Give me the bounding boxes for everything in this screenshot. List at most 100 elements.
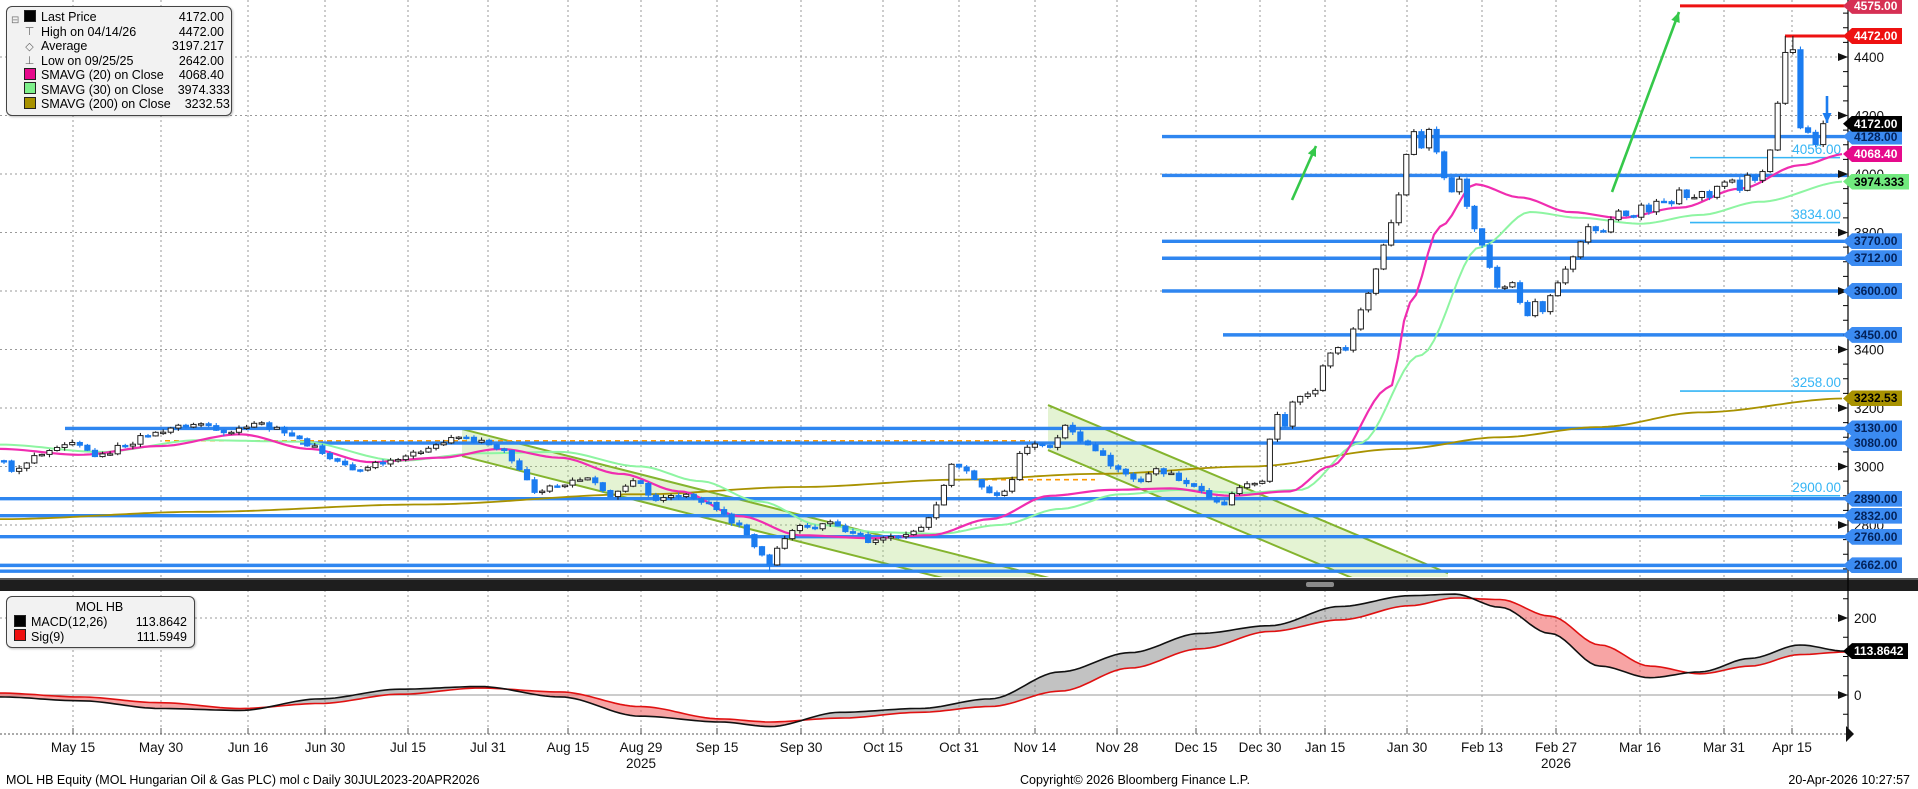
smavg20-swatch-icon bbox=[22, 67, 37, 83]
smavg20-label: SMAVG (20) on Close bbox=[41, 68, 164, 83]
legend-row-smavg20: SMAVG (20) on Close 4068.40 bbox=[12, 67, 224, 83]
macd-swatch-icon bbox=[12, 614, 27, 630]
green-up-arrow-2-head bbox=[1671, 12, 1680, 23]
price-legend-panel[interactable]: ⊟ Last Price 4172.00 ⊤ High on 04/14/26 … bbox=[6, 6, 232, 116]
year-label: 2026 bbox=[1541, 756, 1571, 771]
candlesticks bbox=[0, 35, 1827, 572]
green-up-arrow-1-head bbox=[1307, 146, 1317, 157]
price-badge[interactable]: 4128.00 bbox=[1843, 128, 1903, 145]
low-marker-icon: ⊥ bbox=[24, 55, 35, 68]
date-label: May 15 bbox=[51, 740, 95, 755]
smavg200-swatch-icon bbox=[22, 96, 37, 112]
macd-signal-line bbox=[0, 597, 1846, 723]
date-label: Jan 15 bbox=[1305, 740, 1346, 755]
last-price-badge[interactable]: 4172.00 bbox=[1843, 115, 1903, 132]
price-badge[interactable]: 4068.40 bbox=[1843, 145, 1903, 162]
date-label: Nov 28 bbox=[1096, 740, 1139, 755]
price-badge[interactable]: 4472.00 bbox=[1843, 27, 1903, 44]
last-price-label: Last Price bbox=[41, 10, 97, 25]
price-badge[interactable]: 3712.00 bbox=[1843, 250, 1903, 267]
svg-text:200: 200 bbox=[1854, 611, 1877, 626]
legend-row-low: ⊥ Low on 09/25/25 2642.00 bbox=[12, 54, 224, 69]
date-label: Jul 31 bbox=[470, 740, 506, 755]
cyan-level-label: 3258.00 bbox=[1792, 375, 1841, 391]
date-label: Feb 27 bbox=[1535, 740, 1577, 755]
date-label: Jun 16 bbox=[228, 740, 269, 755]
date-label: May 30 bbox=[139, 740, 183, 755]
price-badge[interactable]: 3770.00 bbox=[1843, 233, 1903, 250]
smavg200-label: SMAVG (200) on Close bbox=[41, 97, 171, 112]
low-value: 2642.00 bbox=[178, 53, 224, 68]
gridlines bbox=[0, 0, 1848, 733]
price-badge[interactable]: 3974.333 bbox=[1843, 173, 1910, 190]
svg-text:3400: 3400 bbox=[1854, 343, 1884, 358]
signal-value: 111.5949 bbox=[136, 629, 187, 644]
price-badge[interactable]: 2832.00 bbox=[1843, 507, 1903, 524]
price-badge[interactable]: 2662.00 bbox=[1843, 557, 1903, 574]
signal-label: Sig(9) bbox=[31, 629, 65, 644]
date-label: Apr 15 bbox=[1772, 740, 1812, 755]
date-label: Jan 30 bbox=[1387, 740, 1428, 755]
date-label: Nov 14 bbox=[1014, 740, 1057, 755]
high-value: 4472.00 bbox=[178, 24, 224, 39]
legend-row-average: ◇ Average 3197.217 bbox=[12, 39, 224, 54]
cyan-level-label: 3834.00 bbox=[1792, 206, 1841, 222]
legend-row-high: ⊤ High on 04/14/26 4472.00 bbox=[12, 25, 224, 40]
legend-row-last-price: Last Price 4172.00 bbox=[12, 9, 224, 25]
panel-separator[interactable] bbox=[0, 578, 1918, 591]
smavg30-swatch-icon bbox=[22, 82, 37, 97]
date-label: Oct 31 bbox=[939, 740, 979, 755]
price-panel bbox=[0, 4, 1847, 577]
average-label: Average bbox=[41, 39, 88, 54]
price-badge[interactable]: 2890.00 bbox=[1843, 490, 1903, 507]
blue-down-arrow-head bbox=[1822, 112, 1832, 123]
green-up-arrow-2 bbox=[1610, 11, 1681, 193]
svg-text:0: 0 bbox=[1854, 688, 1862, 703]
separator-grip-icon[interactable] bbox=[1306, 582, 1334, 587]
cyan-level-label: 2900.00 bbox=[1792, 479, 1841, 495]
legend-row-smavg30: SMAVG (30) on Close 3974.333 bbox=[12, 82, 230, 98]
svg-text:3000: 3000 bbox=[1854, 460, 1884, 475]
date-label: Jun 30 bbox=[305, 740, 346, 755]
smavg20-value: 4068.40 bbox=[178, 68, 224, 83]
cyan-level-label: 4056.00 bbox=[1792, 141, 1841, 157]
date-label: Jul 15 bbox=[390, 740, 426, 755]
macd-value-badge[interactable]: 113.8642 bbox=[1843, 643, 1909, 660]
date-label: Feb 13 bbox=[1461, 740, 1503, 755]
price-badge[interactable]: 3080.00 bbox=[1843, 435, 1903, 452]
price-badge[interactable]: 3130.00 bbox=[1843, 420, 1903, 437]
macd-panel bbox=[0, 593, 1846, 728]
smavg200-line bbox=[0, 397, 1843, 520]
price-badge[interactable]: 3232.53 bbox=[1843, 390, 1903, 407]
legend-row-macd: MACD(12,26) 113.8642 bbox=[12, 614, 187, 630]
svg-text:4400: 4400 bbox=[1854, 50, 1884, 65]
last-price-swatch-icon bbox=[22, 9, 37, 25]
date-label: Dec 15 bbox=[1175, 740, 1218, 755]
price-badge[interactable]: 2760.00 bbox=[1843, 528, 1903, 545]
footer-bar: MOL HB Equity (MOL Hungarian Oil & Gas P… bbox=[0, 773, 1918, 789]
date-label: Oct 15 bbox=[863, 740, 903, 755]
macd-line bbox=[0, 593, 1846, 728]
smavg30-value: 3974.333 bbox=[177, 82, 230, 97]
date-label: Mar 31 bbox=[1703, 740, 1745, 755]
macd-value: 113.8642 bbox=[135, 615, 187, 630]
footer-timestamp: 20-Apr-2026 10:27:57 bbox=[1788, 773, 1910, 787]
macd-symbol-title: MOL HB bbox=[75, 600, 124, 614]
footer-security-description: MOL HB Equity (MOL Hungarian Oil & Gas P… bbox=[6, 773, 480, 787]
date-label: Sep 30 bbox=[780, 740, 823, 755]
date-label: Sep 15 bbox=[696, 740, 739, 755]
price-badge[interactable]: 4575.00 bbox=[1843, 0, 1903, 14]
legend-expander-icon[interactable]: ⊟ bbox=[11, 15, 20, 26]
footer-copyright: Copyright© 2026 Bloomberg Finance L.P. bbox=[1020, 773, 1250, 787]
macd-legend-panel[interactable]: MOL HB MACD(12,26) 113.8642 Sig(9) 111.5… bbox=[6, 596, 195, 648]
price-badge[interactable]: 3600.00 bbox=[1843, 283, 1903, 299]
average-marker-icon: ◇ bbox=[25, 40, 34, 53]
date-label: Mar 16 bbox=[1619, 740, 1661, 755]
legend-row-smavg200: SMAVG (200) on Close 3232.53 bbox=[12, 96, 230, 112]
date-label: Aug 15 bbox=[547, 740, 590, 755]
smavg30-label: SMAVG (30) on Close bbox=[41, 82, 164, 97]
year-label: 2025 bbox=[626, 756, 656, 771]
price-badge[interactable]: 3450.00 bbox=[1843, 326, 1903, 343]
